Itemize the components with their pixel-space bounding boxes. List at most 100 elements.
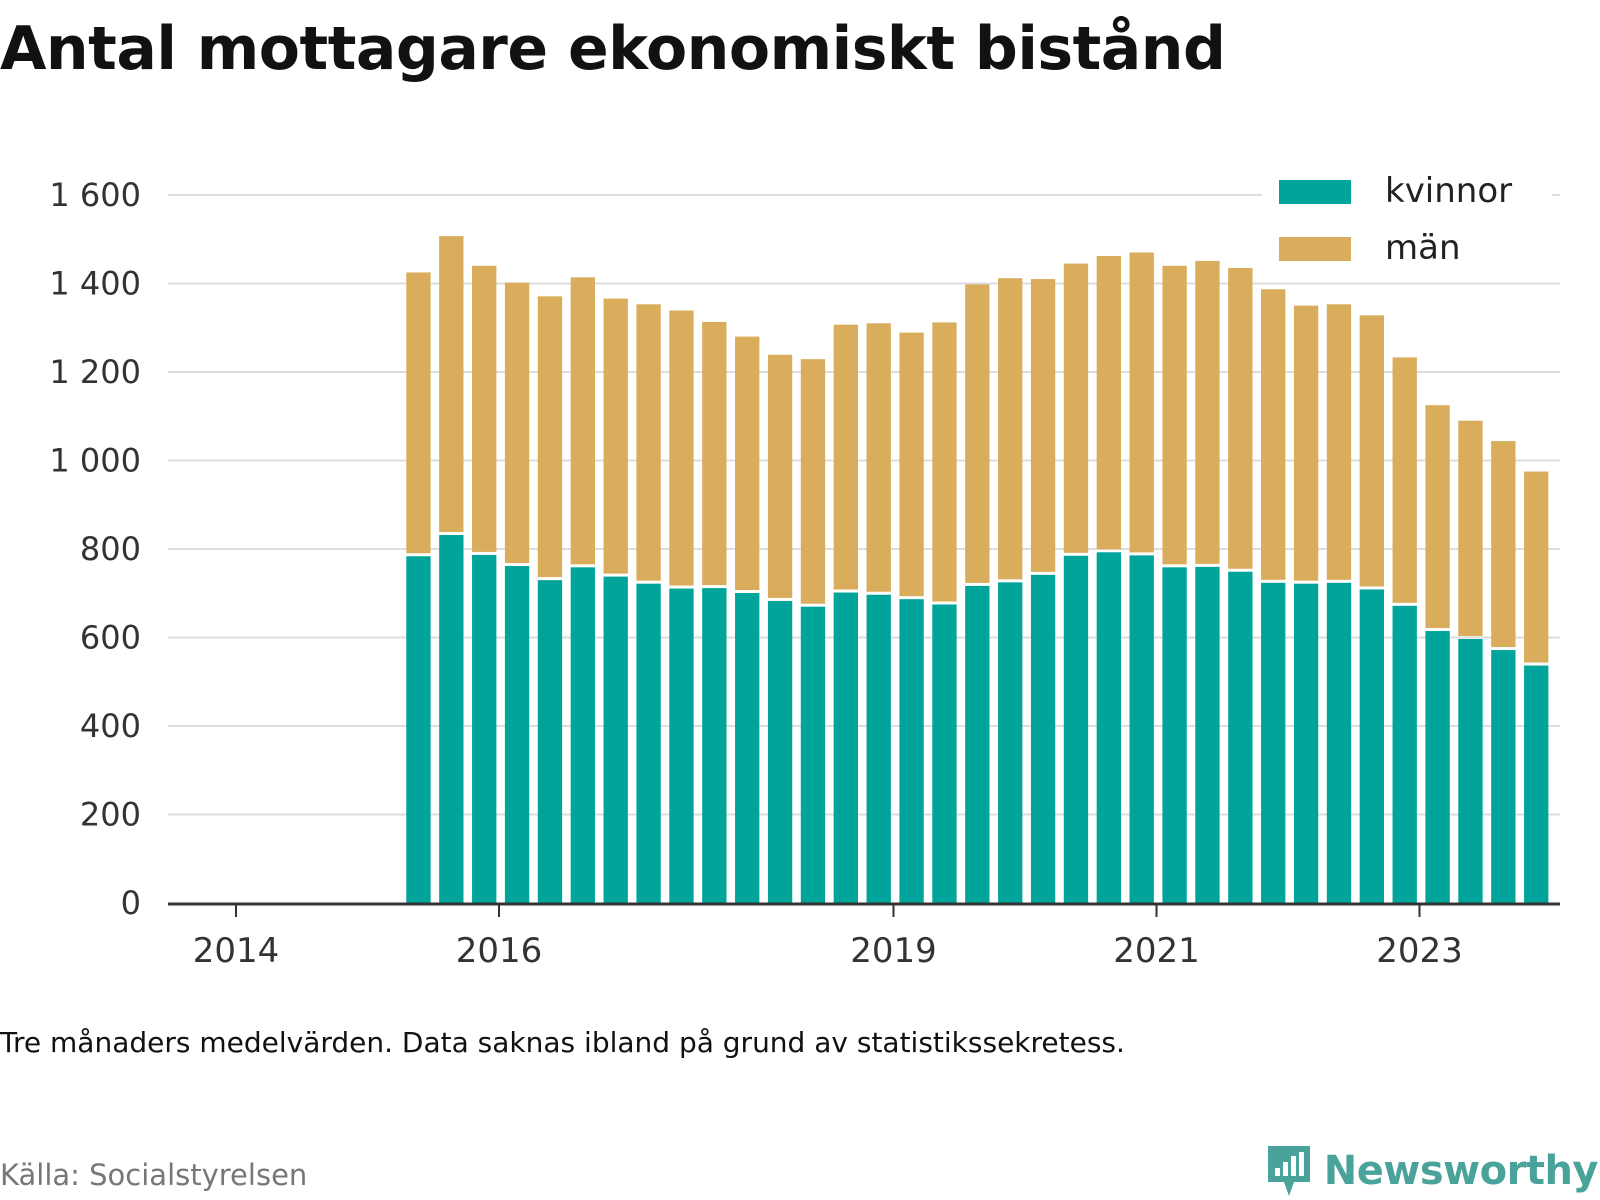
bar-man [1359, 315, 1384, 587]
bar-kvinnor [1392, 605, 1417, 903]
bar-man [1228, 268, 1253, 569]
newsworthy-logo-icon [1267, 1146, 1310, 1196]
bars [406, 236, 1549, 903]
bar-kvinnor [833, 592, 858, 903]
chart-note: Tre månaders medelvärden. Data saknas ib… [0, 1026, 1125, 1059]
y-tick-label: 1 000 [49, 442, 141, 480]
bar-kvinnor [800, 606, 826, 903]
bar-man [866, 323, 891, 592]
y-axis-tick-labels: 0 200 400 600 800 1 000 1 200 1 400 1 600 [49, 176, 141, 922]
bar-man [767, 354, 793, 598]
y-tick-label: 1 600 [49, 176, 141, 214]
x-axis: 2014 2016 2019 2021 2023 [168, 902, 1560, 971]
y-tick-label: 0 [121, 884, 141, 922]
legend-swatch [1279, 237, 1351, 261]
bar-kvinnor [636, 583, 661, 903]
bar-man [965, 284, 990, 583]
bar-kvinnor [1425, 631, 1450, 903]
bar-kvinnor [1228, 571, 1253, 903]
bar-man [899, 332, 924, 597]
x-tick-label: 2021 [1113, 931, 1200, 971]
bar-man [439, 236, 464, 533]
bar-man [1293, 305, 1319, 581]
bar-man [1491, 441, 1516, 648]
bar-kvinnor [866, 594, 891, 903]
bar-man [1129, 252, 1154, 553]
bar-man [1425, 405, 1450, 629]
legend: kvinnor män [1262, 166, 1552, 282]
bar-kvinnor [570, 567, 595, 903]
bar-man [932, 322, 957, 602]
bar-kvinnor [735, 592, 760, 903]
brand-logo: Newsworthy [1264, 1142, 1599, 1200]
y-tick-label: 200 [80, 796, 141, 834]
bar-man [669, 310, 694, 586]
y-tick-label: 600 [80, 619, 141, 657]
bar-man [735, 336, 760, 590]
bar-kvinnor [899, 599, 924, 903]
bar-kvinnor [1096, 552, 1121, 903]
chart-title: Antal mottagare ekonomiskt bistånd [0, 14, 1226, 84]
grid-lines [168, 194, 1560, 816]
legend-swatch [1279, 180, 1351, 204]
bar-kvinnor [504, 565, 530, 903]
bar-man [1030, 279, 1056, 572]
bar-man [1392, 357, 1417, 603]
legend-label: män [1385, 228, 1461, 268]
bar-man [833, 324, 858, 590]
bar-kvinnor [965, 585, 990, 903]
x-tick-label: 2014 [193, 931, 280, 971]
bar-kvinnor [1359, 589, 1384, 903]
bar-kvinnor [1195, 566, 1220, 903]
bar-man [1261, 289, 1286, 580]
bar-kvinnor [537, 580, 563, 903]
bar-kvinnor [406, 556, 431, 903]
bar-man [702, 321, 727, 586]
bar-kvinnor [439, 535, 464, 903]
bar-man [603, 298, 628, 574]
bar-kvinnor [932, 604, 957, 903]
bar-kvinnor [1293, 583, 1319, 903]
bar-man [636, 304, 661, 581]
legend-label: kvinnor [1385, 171, 1512, 211]
bar-kvinnor [998, 582, 1023, 903]
source-label: Källa: Socialstyrelsen [0, 1158, 308, 1192]
y-tick-label: 800 [80, 530, 141, 568]
bar-man [570, 277, 595, 565]
y-tick-label: 1 400 [49, 265, 141, 303]
x-tick-label: 2023 [1376, 931, 1463, 971]
bar-man [1458, 420, 1483, 636]
bar-man [1162, 265, 1187, 565]
bar-kvinnor [472, 554, 497, 903]
x-tick-label: 2016 [456, 931, 543, 971]
bar-kvinnor [767, 600, 793, 903]
bar-kvinnor [603, 576, 628, 903]
bar-man [1096, 256, 1121, 550]
bar-man [1195, 260, 1220, 564]
bar-man [472, 265, 497, 552]
bar-kvinnor [1491, 650, 1516, 903]
x-tick-label: 2019 [850, 931, 937, 971]
bar-kvinnor [669, 588, 694, 903]
y-tick-label: 1 200 [49, 353, 141, 391]
bar-kvinnor [1524, 665, 1549, 903]
bar-kvinnor [1030, 574, 1056, 903]
bar-man [537, 296, 563, 578]
brand-name: Newsworthy [1323, 1148, 1599, 1194]
bar-kvinnor [1458, 639, 1483, 903]
bar-kvinnor [1326, 582, 1352, 903]
bar-man [406, 272, 431, 554]
bar-man [800, 359, 826, 604]
bar-man [998, 278, 1023, 580]
bar-kvinnor [1129, 555, 1154, 903]
bar-man [1063, 263, 1089, 553]
bar-kvinnor [1063, 555, 1089, 903]
bar-man [504, 282, 530, 563]
bar-man [1326, 304, 1352, 580]
bar-kvinnor [702, 588, 727, 903]
bar-kvinnor [1261, 582, 1286, 903]
bar-kvinnor [1162, 567, 1187, 903]
bar-man [1524, 471, 1549, 663]
y-tick-label: 400 [80, 707, 141, 745]
